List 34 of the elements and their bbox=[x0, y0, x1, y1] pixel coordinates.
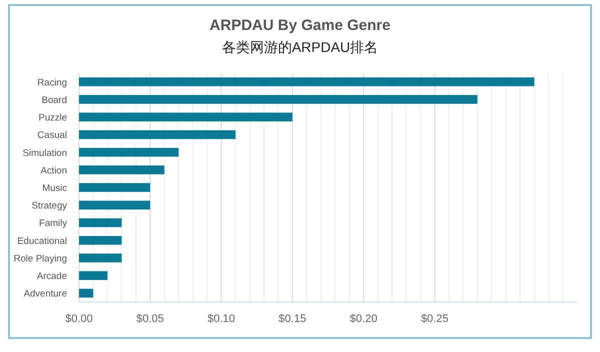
chart-title: ARPDAU By Game Genre bbox=[210, 17, 390, 34]
x-tick-label: $0.00 bbox=[65, 313, 93, 325]
bar bbox=[79, 148, 179, 157]
y-tick-label: Educational bbox=[17, 236, 67, 247]
y-tick-label: Action bbox=[40, 165, 67, 176]
y-tick-label: Role Playing bbox=[14, 253, 67, 264]
y-tick-label: Adventure bbox=[24, 288, 67, 300]
x-tick-label: $0.10 bbox=[208, 313, 236, 325]
y-tick-label: Board bbox=[42, 94, 67, 106]
bar bbox=[79, 112, 292, 122]
y-tick-label: Puzzle bbox=[38, 112, 67, 124]
bar bbox=[79, 254, 122, 262]
x-tick-label: $0.25 bbox=[420, 313, 448, 325]
bar bbox=[79, 95, 478, 104]
bar bbox=[79, 288, 94, 298]
y-tick-label: Music bbox=[42, 183, 68, 194]
y-tick-label: Simulation bbox=[22, 148, 67, 159]
bar bbox=[79, 77, 534, 86]
bar bbox=[79, 218, 122, 228]
x-tick-label: $0.05 bbox=[136, 313, 164, 325]
y-tick-label: Strategy bbox=[32, 200, 68, 212]
x-tick-label: $0.15 bbox=[278, 313, 306, 325]
x-tick-label: $0.20 bbox=[350, 313, 378, 325]
y-tick-label: Family bbox=[39, 218, 68, 230]
y-tick-label: Casual bbox=[37, 130, 67, 142]
y-tick-label: Arcade bbox=[36, 271, 67, 282]
bar bbox=[79, 236, 122, 245]
bar bbox=[79, 271, 108, 280]
bar bbox=[79, 183, 150, 192]
y-tick-label: Racing bbox=[37, 77, 67, 88]
bar bbox=[79, 165, 164, 174]
bar bbox=[79, 130, 236, 140]
chart-subtitle: 各类网游的ARPDAU排名 bbox=[222, 39, 378, 55]
bar bbox=[79, 200, 150, 210]
